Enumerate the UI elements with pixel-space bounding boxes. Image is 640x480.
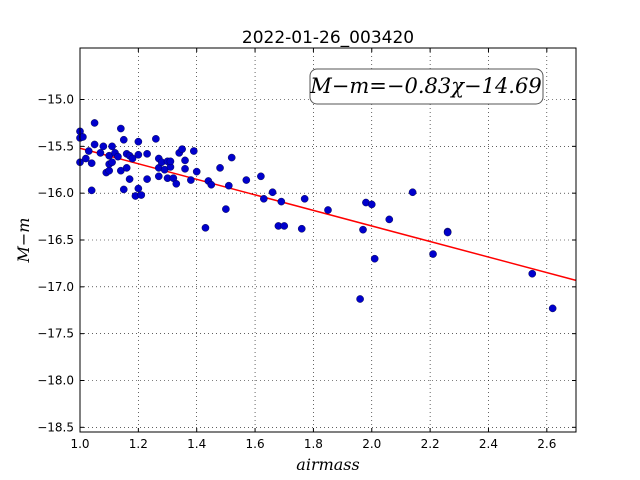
x-axis-label: airmass — [296, 455, 359, 474]
data-point — [87, 159, 96, 167]
data-point — [122, 164, 131, 172]
data-point — [114, 152, 122, 161]
data-point — [242, 176, 251, 184]
y-tick-label: −18.0 — [37, 373, 74, 387]
data-point — [134, 184, 143, 193]
data-point — [181, 165, 189, 173]
x-tick-label: 1.6 — [246, 437, 265, 451]
x-tick-label: 1.2 — [129, 437, 148, 451]
y-axis-label: M−m — [14, 218, 33, 264]
data-point — [201, 224, 210, 232]
data-point — [143, 175, 151, 183]
data-point — [87, 186, 96, 195]
data-point — [408, 188, 417, 197]
data-point — [528, 269, 537, 278]
y-tick-label: −15.0 — [37, 93, 74, 107]
data-point — [280, 222, 289, 230]
axis-ticks: 1.0 1.2 1.4 1.6 1.8 2.0 2.2 2.4 2.6 −15.0 −15.5 −16… — [37, 48, 576, 451]
data-point — [189, 147, 198, 155]
data-point — [178, 145, 186, 153]
data-point — [367, 200, 376, 209]
y-tick-label: −16.0 — [37, 186, 74, 200]
grid — [80, 48, 576, 432]
data-point — [548, 304, 557, 313]
annotation-box — [309, 68, 544, 105]
data-point — [134, 137, 143, 146]
data-point — [125, 175, 134, 183]
data-point — [172, 180, 181, 188]
x-tick-label: 2.4 — [479, 437, 498, 451]
x-tick-label: 1.0 — [70, 437, 89, 451]
data-point — [119, 135, 128, 144]
y-tick-label: −17.0 — [37, 280, 74, 294]
data-point — [192, 167, 201, 176]
data-points — [76, 119, 557, 313]
data-point — [429, 250, 437, 258]
data-point — [268, 188, 277, 197]
data-point — [277, 197, 286, 206]
x-tick-label: 2.2 — [421, 437, 440, 451]
data-point — [128, 154, 137, 163]
y-tick-label: −15.5 — [37, 139, 74, 153]
data-point — [134, 150, 143, 159]
fit-equation: M−m=−0.83χ−14.69 — [309, 74, 541, 98]
data-point — [207, 180, 216, 189]
data-point — [82, 154, 90, 163]
data-point — [359, 225, 367, 234]
data-point — [108, 142, 116, 151]
fit-equation-annotation: M−m=−0.83χ−14.69 — [309, 68, 544, 105]
data-point — [143, 150, 151, 158]
data-point — [152, 135, 160, 143]
data-point — [90, 119, 99, 127]
data-point — [99, 142, 108, 151]
data-point — [324, 206, 332, 214]
data-point — [297, 224, 306, 233]
data-point — [79, 133, 87, 141]
chart-title: 2022-01-26_003420 — [242, 28, 414, 48]
data-point — [187, 176, 195, 184]
data-point — [117, 124, 125, 133]
data-point — [260, 194, 268, 203]
data-point — [222, 205, 230, 213]
data-point — [108, 158, 116, 167]
data-point — [96, 149, 105, 157]
data-point — [356, 295, 364, 303]
y-tick-label: −17.5 — [37, 327, 74, 341]
x-tick-label: 2.6 — [537, 437, 556, 451]
data-point — [224, 181, 233, 190]
y-tick-label: −18.5 — [37, 420, 74, 434]
data-point — [137, 191, 146, 199]
data-point — [119, 185, 128, 194]
data-point — [181, 156, 189, 165]
y-tick-label: −16.5 — [37, 233, 74, 247]
data-point — [90, 140, 99, 149]
data-point — [300, 194, 309, 203]
data-point — [105, 166, 113, 175]
x-tick-label: 1.8 — [304, 437, 323, 451]
x-tick-label: 2.0 — [362, 437, 381, 451]
data-point — [166, 157, 175, 166]
data-point — [216, 164, 224, 172]
data-point — [385, 215, 394, 224]
data-point — [443, 228, 452, 237]
data-point — [227, 153, 236, 162]
data-point — [154, 172, 163, 181]
data-point — [370, 254, 379, 263]
data-point — [84, 147, 93, 155]
x-tick-label: 1.4 — [187, 437, 206, 451]
data-point — [257, 172, 265, 181]
